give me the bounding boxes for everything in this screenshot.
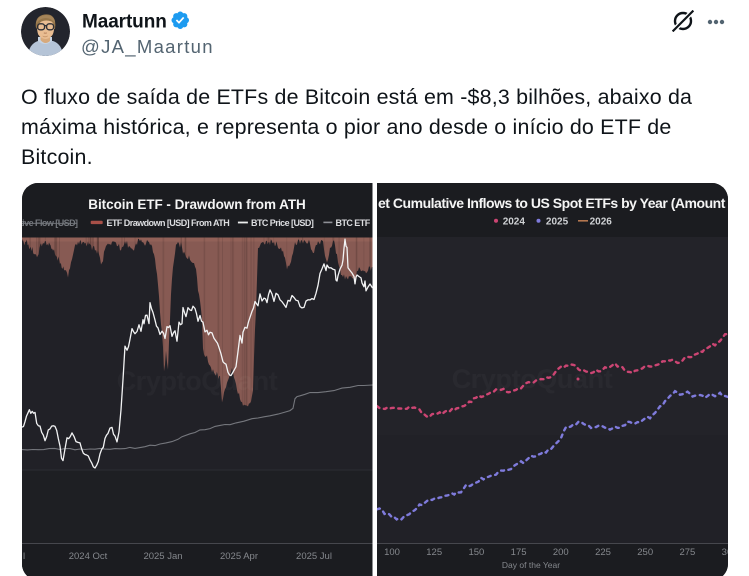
svg-text:250: 250 bbox=[637, 547, 653, 558]
svg-text:2025 Apr: 2025 Apr bbox=[220, 551, 258, 562]
svg-text:275: 275 bbox=[679, 547, 695, 558]
svg-text:2025 Jan: 2025 Jan bbox=[143, 551, 182, 562]
svg-text:200: 200 bbox=[553, 547, 569, 558]
svg-text:100: 100 bbox=[384, 547, 400, 558]
svg-text:2025: 2025 bbox=[546, 216, 569, 227]
svg-text:ETF Drawdown [USD] From ATH: ETF Drawdown [USD] From ATH bbox=[107, 218, 230, 228]
svg-text:2026: 2026 bbox=[590, 216, 613, 227]
svg-text:2025 Jul: 2025 Jul bbox=[296, 551, 332, 562]
svg-text:ative Flow [USD]: ative Flow [USD] bbox=[22, 218, 78, 228]
svg-text:175: 175 bbox=[511, 547, 527, 558]
svg-text:CryptoQuant: CryptoQuant bbox=[452, 364, 613, 394]
svg-text:225: 225 bbox=[595, 547, 611, 558]
svg-text:Day of the Year: Day of the Year bbox=[502, 560, 560, 570]
svg-text:CryptoQuant: CryptoQuant bbox=[117, 366, 278, 396]
svg-text:300: 300 bbox=[722, 547, 728, 558]
svg-text:Bitcoin ETF - Drawdown from AT: Bitcoin ETF - Drawdown from ATH bbox=[88, 197, 305, 212]
svg-text:BTC Price [USD]: BTC Price [USD] bbox=[251, 218, 314, 228]
svg-text:BTC ETF: BTC ETF bbox=[336, 218, 371, 228]
svg-text:2024: 2024 bbox=[503, 216, 526, 227]
svg-text:125: 125 bbox=[426, 547, 442, 558]
svg-text:2024 Oct: 2024 Oct bbox=[69, 551, 108, 562]
svg-text:l: l bbox=[23, 551, 25, 562]
svg-text:150: 150 bbox=[468, 547, 484, 558]
svg-text:et Cumulative Inflows to US Sp: et Cumulative Inflows to US Spot ETFs by… bbox=[378, 195, 726, 211]
